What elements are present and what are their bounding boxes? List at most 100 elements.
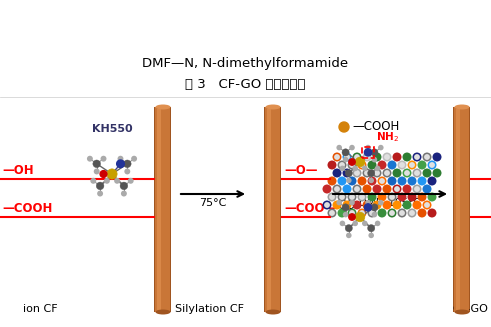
Circle shape — [433, 168, 441, 178]
Circle shape — [425, 155, 429, 159]
Circle shape — [357, 193, 366, 201]
Circle shape — [412, 152, 421, 162]
Circle shape — [357, 209, 366, 217]
Circle shape — [373, 152, 382, 162]
Ellipse shape — [156, 105, 170, 110]
Circle shape — [400, 163, 404, 167]
Circle shape — [398, 161, 407, 169]
Circle shape — [382, 184, 391, 194]
Circle shape — [417, 209, 427, 217]
Circle shape — [392, 152, 402, 162]
Circle shape — [332, 184, 342, 194]
Circle shape — [408, 177, 416, 185]
Circle shape — [117, 160, 124, 168]
Circle shape — [405, 171, 409, 175]
Circle shape — [400, 211, 404, 215]
Circle shape — [422, 152, 432, 162]
Circle shape — [368, 232, 374, 238]
Circle shape — [382, 152, 391, 162]
Circle shape — [325, 203, 329, 207]
Circle shape — [395, 187, 399, 191]
Circle shape — [345, 225, 353, 232]
Text: GO: GO — [337, 199, 355, 212]
Circle shape — [367, 193, 377, 201]
Circle shape — [360, 195, 364, 199]
Text: Silylation CF: Silylation CF — [175, 304, 245, 314]
Circle shape — [349, 200, 355, 205]
Circle shape — [368, 225, 375, 232]
Circle shape — [390, 211, 394, 215]
Circle shape — [355, 187, 359, 191]
Text: NH$_2$: NH$_2$ — [376, 130, 399, 144]
Circle shape — [385, 155, 389, 159]
Circle shape — [348, 161, 356, 169]
Circle shape — [327, 193, 336, 201]
Circle shape — [124, 168, 130, 174]
Circle shape — [350, 211, 354, 215]
Circle shape — [375, 221, 381, 226]
Circle shape — [430, 163, 434, 167]
Circle shape — [408, 193, 416, 201]
Circle shape — [398, 177, 407, 185]
Circle shape — [128, 178, 134, 184]
Circle shape — [415, 155, 419, 159]
Circle shape — [368, 170, 375, 177]
Circle shape — [323, 184, 331, 194]
Circle shape — [348, 209, 356, 217]
Circle shape — [343, 200, 352, 210]
Circle shape — [403, 200, 411, 210]
Circle shape — [345, 155, 349, 159]
Circle shape — [343, 184, 352, 194]
Bar — [266, 107, 280, 312]
Circle shape — [415, 171, 419, 175]
Circle shape — [337, 177, 347, 185]
Circle shape — [392, 168, 402, 178]
Circle shape — [362, 184, 372, 194]
Bar — [454, 107, 470, 312]
Circle shape — [365, 145, 371, 150]
Text: DMF—N, N-dimethylformamide: DMF—N, N-dimethylformamide — [142, 58, 349, 71]
Circle shape — [100, 171, 107, 178]
Circle shape — [327, 177, 336, 185]
Circle shape — [375, 171, 379, 175]
Circle shape — [371, 149, 378, 156]
Circle shape — [408, 161, 416, 169]
Circle shape — [417, 161, 427, 169]
Circle shape — [425, 203, 429, 207]
Ellipse shape — [156, 309, 170, 315]
Text: —COO—: —COO— — [284, 202, 336, 215]
Circle shape — [422, 200, 432, 210]
Circle shape — [96, 182, 104, 190]
Circle shape — [342, 204, 349, 211]
Circle shape — [428, 193, 436, 201]
Circle shape — [378, 193, 386, 201]
Circle shape — [348, 177, 356, 185]
Circle shape — [336, 200, 342, 205]
Circle shape — [378, 200, 383, 205]
Circle shape — [357, 161, 366, 169]
Circle shape — [332, 168, 342, 178]
Circle shape — [392, 184, 402, 194]
Circle shape — [346, 232, 352, 238]
Circle shape — [412, 200, 421, 210]
Circle shape — [375, 165, 381, 171]
Circle shape — [412, 168, 421, 178]
Circle shape — [355, 157, 365, 167]
Circle shape — [349, 159, 355, 165]
Bar — [457, 109, 460, 310]
Circle shape — [387, 161, 397, 169]
Circle shape — [415, 187, 419, 191]
Circle shape — [330, 195, 334, 199]
Circle shape — [349, 214, 355, 220]
Circle shape — [364, 149, 372, 156]
Circle shape — [365, 200, 371, 205]
Circle shape — [87, 156, 93, 162]
Circle shape — [367, 209, 377, 217]
Circle shape — [433, 152, 441, 162]
Circle shape — [120, 182, 128, 190]
Circle shape — [387, 177, 397, 185]
Ellipse shape — [266, 105, 280, 110]
Text: DMF  105°C: DMF 105°C — [359, 198, 421, 208]
Circle shape — [372, 212, 377, 217]
Circle shape — [398, 209, 407, 217]
